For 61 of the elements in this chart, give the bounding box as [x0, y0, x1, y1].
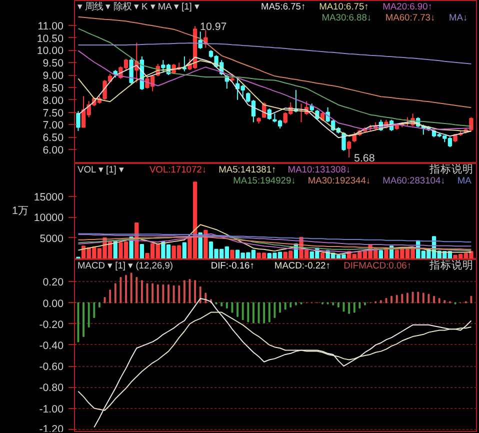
bar: [230, 250, 234, 258]
text: MA60:7.73↓: [385, 12, 436, 22]
y-tick-label: 7.00: [42, 120, 64, 132]
line-series: [78, 234, 472, 247]
candlestick: [129, 57, 134, 86]
y-tick-label: 10000: [34, 212, 64, 224]
chart-title: VOL ▾ [1] ▾: [78, 164, 124, 174]
line-series: [78, 50, 472, 130]
y-tick-label: 7.50: [42, 107, 64, 120]
chart-title: ▾ 周线 ▾ 除权 ▾ K ▾ MA ▾ [1] ▾: [78, 2, 200, 12]
candlestick: [76, 110, 80, 132]
y-tick-label: 9.00: [42, 70, 64, 82]
y-tick-label: 8.00: [42, 94, 64, 107]
series-label: VOL:171072↓: [149, 164, 207, 174]
y-tick-label: 15000: [34, 192, 64, 204]
text: MA: [457, 176, 472, 186]
y-tick-label: 11.00: [38, 20, 64, 32]
text: MA5:141381↑: [218, 164, 276, 174]
y-tick-label: -0.20: [39, 318, 64, 331]
y-tick-label: 5000: [40, 232, 64, 245]
line-series: [78, 16, 472, 108]
bar: [378, 250, 384, 258]
line-series: [78, 312, 472, 411]
annotation: 5.68: [354, 152, 375, 165]
text: DIF:-0.16↑: [210, 260, 254, 270]
text: MA10:131308↓: [288, 164, 351, 174]
line-series: [78, 224, 472, 255]
y-tick-label: 0.20: [42, 276, 64, 289]
text: MA20:6.90↑: [382, 2, 432, 12]
text: MA5:6.75↑: [261, 2, 306, 12]
text: MA30:6.88↓: [322, 12, 372, 22]
candlestick: [346, 140, 352, 158]
y-tick-label: -0.80: [39, 382, 64, 394]
y-tick-label: 10.00: [36, 45, 64, 58]
annotation: 10.97: [200, 21, 227, 34]
text: DIFMACD:0.06↑: [344, 260, 412, 270]
bar: [320, 252, 325, 258]
bar: [140, 244, 144, 258]
y-tick-label: 0.00: [42, 298, 64, 310]
y-tick-label: 6.50: [42, 132, 64, 144]
y-tick-label: 8.50: [42, 82, 64, 94]
candlestick: [342, 132, 346, 152]
annotation: 指标说明: [428, 164, 474, 176]
text: MA30:192344↓: [308, 176, 371, 186]
text: MA↓: [448, 12, 468, 22]
annotation: 指标说明: [428, 260, 474, 272]
y-axis-title: 1万: [12, 205, 29, 217]
bar: [182, 242, 187, 258]
line-series: [94, 298, 472, 428]
text: MA15:194929↓: [233, 176, 296, 186]
y-tick-label: -0.60: [39, 361, 64, 374]
y-tick-label: -0.40: [39, 340, 64, 352]
chart-title: MACD ▾ [1] ▾ (12,26,9): [78, 260, 174, 270]
text: MA10:6.75↑: [319, 2, 369, 12]
y-tick-label: -1.00: [39, 403, 64, 416]
text: MACD:-0.22↑: [274, 260, 330, 270]
y-tick-label: 6.00: [42, 144, 64, 157]
y-tick-label: 9.50: [42, 58, 64, 70]
y-tick-label: 10.50: [36, 32, 64, 45]
text: MA60:283104↓: [382, 176, 446, 186]
line-series: [78, 233, 472, 242]
